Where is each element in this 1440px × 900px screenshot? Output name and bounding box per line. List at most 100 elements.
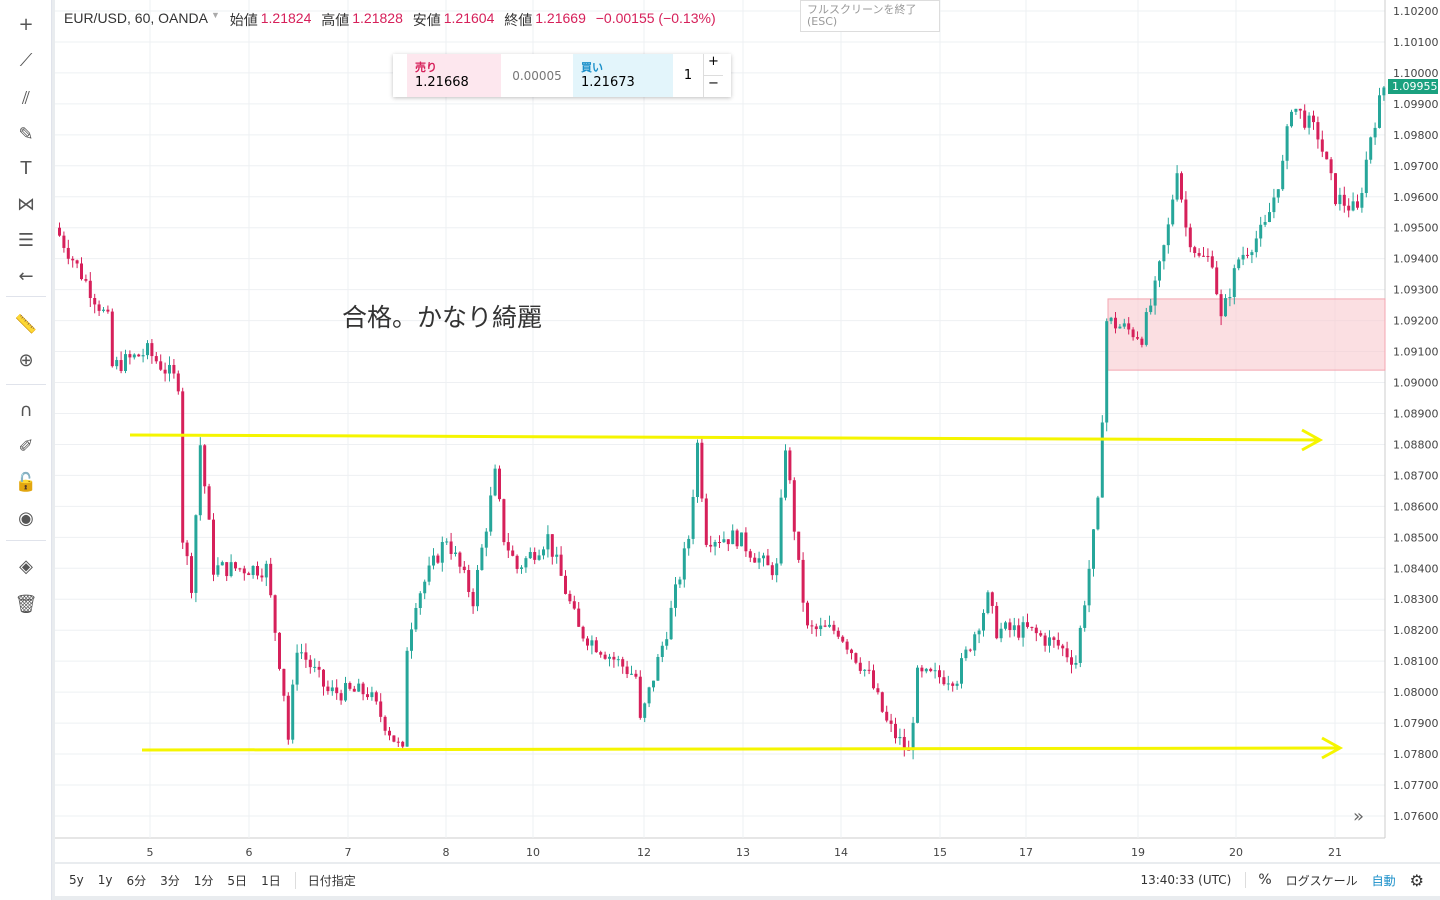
quantity[interactable]: 1 [683,68,693,83]
candle-body [1237,259,1241,269]
symbol-name[interactable]: EUR/USD, 60, OANDA [64,10,208,26]
candle-body [146,343,149,356]
settings-gear-icon[interactable]: ⚙ [1409,870,1424,890]
trendline-icon[interactable]: ⟋ [19,49,33,71]
range-1m[interactable]: 1分 [193,873,214,888]
candle-body [1259,224,1263,239]
candle-body [427,565,431,582]
fib-icon[interactable]: ☰ [17,229,35,251]
candle-body [357,683,361,692]
candle-body [880,692,884,712]
time-tick-label: 21 [1328,846,1342,859]
chart-area[interactable]: 1.10200 1.10100 1.10000 1.09900 1.09800 1.097… [55,0,1440,862]
trash-icon[interactable]: 🗑 [14,593,38,615]
candle-body [401,741,405,747]
candle-body [1334,173,1337,205]
magnet-icon[interactable]: ∩ [19,399,33,421]
candle-body [110,311,114,367]
layers-icon[interactable]: ◈ [19,555,33,577]
candle-body [960,658,963,684]
candle-body [454,552,457,554]
candle-body [946,683,950,685]
range-6m[interactable]: 6分 [126,873,147,888]
candle-body [779,497,783,564]
percent-toggle[interactable]: % [1245,872,1272,888]
range-3m[interactable]: 3分 [160,873,180,888]
candle-body [889,720,893,724]
unlock-icon[interactable]: 🔓 [14,471,38,493]
candle-body [713,542,717,547]
candle-body [242,568,246,574]
candle-body [832,624,836,631]
candle-body [854,653,858,663]
ruler-icon[interactable]: 📏 [14,313,38,335]
exit-fullscreen-tooltip[interactable]: フルスクリーンを終了 (ESC) [800,0,940,32]
candle-body [1026,622,1029,627]
auto-scale-toggle[interactable]: 自動 [1371,873,1396,888]
candle-body [1166,224,1170,246]
goto-date-button[interactable]: 日付指定 [294,871,356,889]
range-5d[interactable]: 5日 [227,873,248,888]
candle-body [784,450,787,498]
range-1d[interactable]: 1日 [261,873,281,888]
time-tick-label: 5 [147,846,154,859]
price-tick-label: 1.08500 [1393,531,1439,544]
candle-body [577,608,581,627]
candle-body [502,499,506,543]
candle-body [256,565,259,576]
candle-body [872,670,875,689]
pitchfork-icon[interactable]: ⫽ [21,87,31,109]
candle-body [344,683,347,701]
sell-label: 売り [415,61,437,74]
candle-body [58,227,61,236]
time-tick-label: 7 [345,846,352,859]
candle-body [1180,173,1183,200]
zoom-in-icon[interactable]: ⊕ [18,349,34,371]
candle-body [137,354,141,357]
brush-icon[interactable]: ✎ [18,123,34,145]
range-5y[interactable]: 5y [69,873,84,887]
change-value: −0.00155 (−0.13%) [595,10,716,26]
candle-body [212,519,215,575]
eye-icon[interactable]: ◉ [18,507,34,529]
crosshair-icon[interactable]: + [18,13,34,35]
candle-body [687,538,691,549]
candle-body [216,565,220,575]
candle-body [634,673,638,677]
decrease-button[interactable]: − [704,75,723,97]
price-tick-label: 1.09200 [1393,315,1439,328]
log-scale-toggle[interactable]: ログスケール [1285,873,1358,888]
candle-body [476,569,479,607]
range-1y[interactable]: 1y [97,873,113,887]
symbol-dropdown-icon[interactable]: ▼ [210,10,220,20]
candle-body [977,630,981,635]
chart-svg[interactable]: 1.10200 1.10100 1.10000 1.09900 1.09800 1.097… [55,0,1440,862]
candle-body [220,562,224,566]
back-arrow-icon[interactable]: ← [18,265,34,287]
candle-body [484,531,488,548]
candle-body [898,736,902,739]
candle-body [163,369,167,374]
candle-body [647,687,651,704]
candle-body [269,563,273,596]
candle-body [1087,568,1091,606]
candle-body [282,668,286,696]
candle-body [462,566,466,571]
candle-body [1078,627,1082,663]
sell-button[interactable]: 売り 1.21668 [407,54,501,97]
candle-body [766,555,770,566]
candle-body [361,683,365,695]
pattern-icon[interactable]: ⋈ [17,193,35,215]
buy-button[interactable]: 買い 1.21673 [573,54,673,97]
candle-body [819,625,823,630]
candle-body [735,530,739,547]
high-label: 高値 [321,12,350,28]
lock-drawing-icon[interactable]: ✐ [18,435,34,457]
candle-body [1109,317,1113,322]
candle-body [568,593,572,602]
time-tick-label: 6 [246,846,253,859]
text-icon[interactable]: T [20,157,32,179]
increase-button[interactable]: + [708,54,719,69]
candle-body [410,629,413,651]
price-tick-label: 1.07900 [1393,717,1439,730]
